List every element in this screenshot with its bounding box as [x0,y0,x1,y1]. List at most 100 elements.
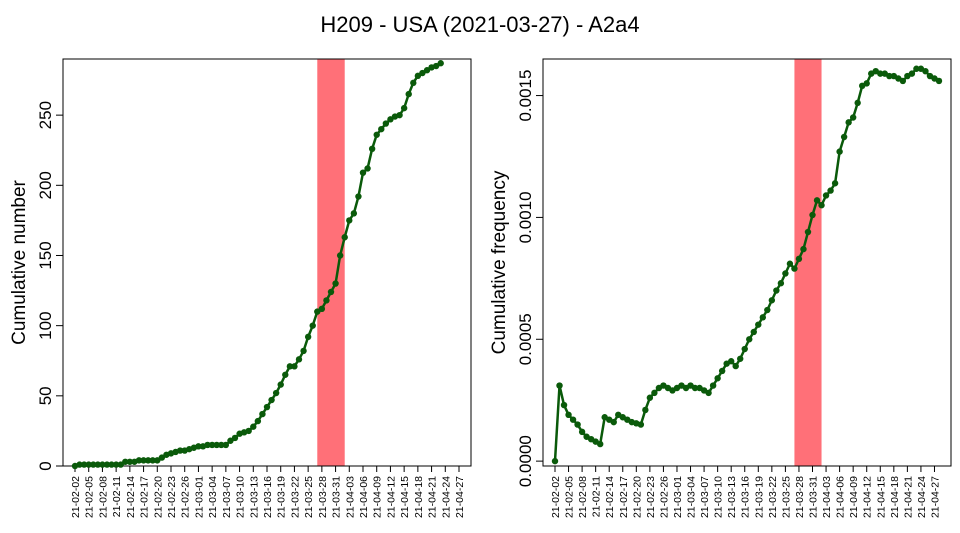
data-point [768,297,776,304]
data-point [144,457,152,464]
data-point [359,169,367,176]
data-point [227,437,234,444]
chart-cumulative-frequency: 0.0000 0.0005 0.0010 0.0015 Cumulative frequ… [489,58,952,518]
data-point [117,461,124,468]
x-tick-label: 21-02-05 [84,476,96,518]
x-tick-label: 21-04-24 [440,476,452,518]
data-point [323,297,330,304]
x-tick-label: 21-04-27 [454,476,466,518]
data-point [108,461,115,468]
x-tick-label: 21-03-01 [672,476,684,518]
data-point [295,356,303,363]
data-point [759,314,767,321]
x-tick-label: 21-03-04 [207,476,219,518]
data-point [822,192,830,199]
x-tick-label: 21-03-16 [262,476,274,518]
data-point [827,187,834,194]
data-point [304,333,312,341]
data-point [899,77,907,85]
y-tick-label: 250 [36,101,55,129]
y-axis-label: Cumulative number [9,179,30,344]
data-point [646,394,654,401]
data-point [709,382,717,389]
x-tick-label: 21-04-24 [916,476,928,518]
data-point [291,363,298,370]
data-point [204,441,211,449]
x-tick-label: 21-02-05 [564,476,576,518]
data-point [922,67,929,75]
data-point [845,119,852,126]
chart-cumulative-number: 0 50 100 150 200 250 Cumulative number 21-02-02… [9,58,472,518]
data-point [804,228,812,236]
x-tick-label: 21-03-25 [303,476,315,518]
x-tick-label: 21-03-04 [686,476,698,518]
x-tick-label: 21-04-09 [372,476,384,518]
x-tick-label: 21-03-31 [808,476,820,518]
data-point [750,328,757,336]
data-point [782,270,789,277]
data-point [831,180,839,187]
data-point [99,461,106,468]
data-point [259,410,266,418]
x-tick-label: 21-04-15 [875,476,887,518]
data-point [813,197,821,204]
data-point [327,288,335,296]
data-point [840,133,848,141]
highlight-band [794,59,822,466]
x-tick-label: 21-04-03 [344,476,356,518]
data-point [732,362,739,370]
data-point [809,211,816,219]
data-point [714,375,721,382]
x-tick-label: 21-03-25 [780,476,792,518]
x-tick-label: 21-03-22 [289,476,301,518]
data-point [795,255,803,263]
data-point [218,441,225,449]
data-point [836,148,843,155]
data-point [908,70,916,77]
data-point [414,72,422,80]
data-point [773,287,780,294]
data-point [432,62,440,70]
data-point [718,367,726,375]
data-point [610,418,617,426]
data-point [268,396,275,404]
plot-frame [542,58,952,467]
x-tick-label: 21-02-14 [125,476,137,518]
x-tick-label: 21-02-17 [139,476,151,518]
data-point [410,79,417,87]
x-tick-label: 21-02-20 [631,476,643,518]
x-tick-label: 21-04-09 [848,476,860,518]
figure-title: H209 - USA (2021-03-27) - A2a4 [320,12,640,37]
x-tick-label: 21-02-02 [550,476,562,518]
data-point [854,99,861,107]
data-point [400,104,408,112]
data-point [642,406,649,414]
data-point [437,60,444,67]
data-point [777,280,785,287]
data-point [556,382,563,389]
x-tick-label: 21-03-07 [699,476,711,518]
data-point [254,417,262,425]
data-point [746,336,753,343]
data-point [176,447,184,454]
data-point [405,90,412,98]
x-tick-label: 21-04-12 [385,476,397,518]
data-point [195,443,202,450]
data-point [94,461,102,468]
y-tick-label: 0.0000 [516,435,535,487]
y-tick-label: 0.0015 [516,70,535,122]
data-point [373,131,380,138]
data-point [245,427,252,435]
x-tick-label: 21-03-01 [193,476,205,518]
x-tick-label: 21-04-06 [835,476,847,518]
data-point [560,401,568,409]
x-tick-label: 21-04-21 [902,476,914,518]
data-point [741,345,748,353]
x-tick-label: 21-03-10 [713,476,725,518]
data-point [396,111,403,119]
data-point [122,458,129,465]
data-point [112,461,120,468]
data-point [332,280,339,287]
x-tick-label: 21-02-23 [645,476,657,518]
data-point [103,461,111,468]
